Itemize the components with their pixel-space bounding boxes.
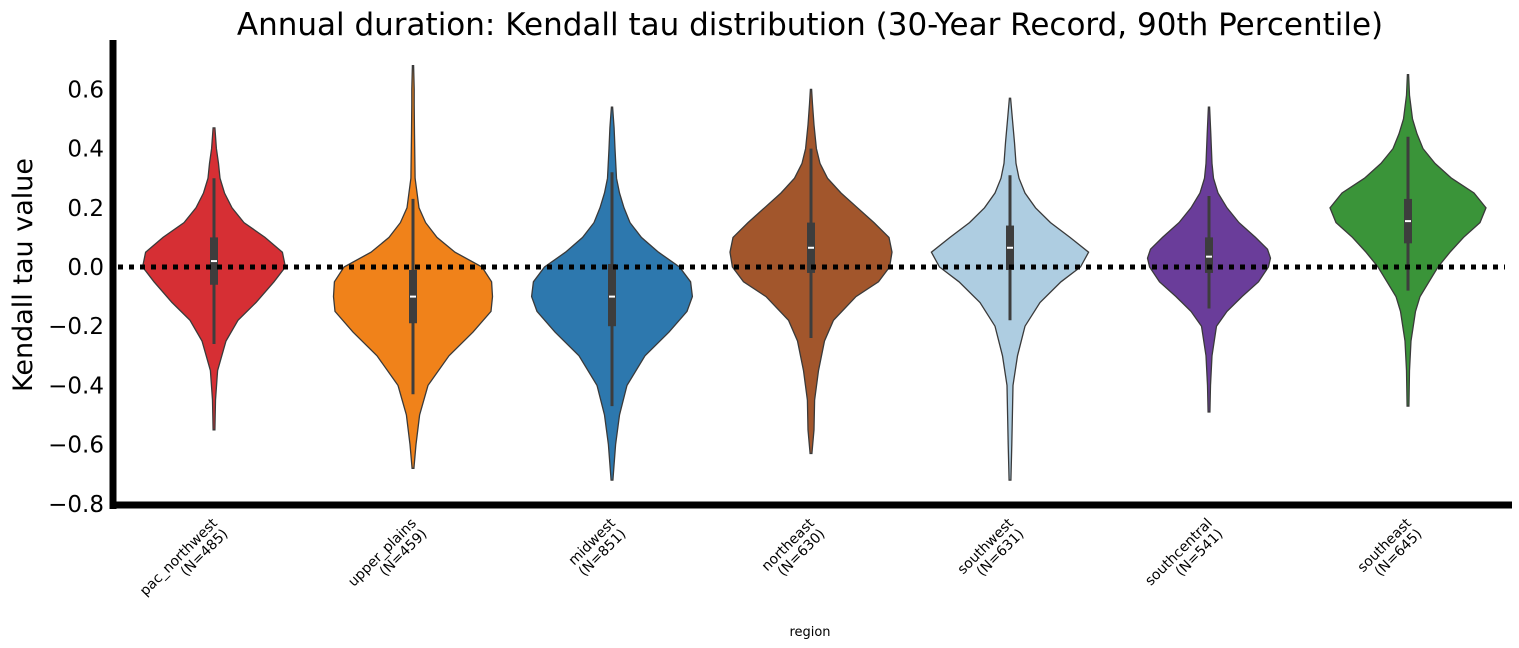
x-axis-label: region: [789, 625, 830, 640]
x-tick-label-pac_northwest: pac_northwest(N=485): [137, 515, 231, 599]
y-tick-label: −0.4: [48, 373, 104, 399]
x-tick-label-midwest: midwest(N=851): [566, 515, 630, 580]
y-tick-label: 0.0: [67, 255, 104, 281]
iqr-box-midwest: [608, 264, 616, 327]
y-tick-label: 0.4: [67, 137, 104, 163]
y-axis-label: Kendall tau value: [8, 158, 39, 392]
x-tick-label-southeast: southeast(N=645): [1355, 515, 1426, 580]
y-tick-label: −0.8: [48, 492, 104, 518]
y-tick-label: 0.6: [67, 77, 104, 103]
chart-title: Annual duration: Kendall tau distributio…: [237, 7, 1383, 43]
axes-group: [109, 40, 1512, 509]
x-tick-label-upper_plains: upper_plains(N=459): [345, 516, 430, 591]
y-tick-label: 0.2: [67, 196, 104, 222]
y-ticks-group: 0.6 0.4 0.2 0.0 −0.2 −0.4 −0.6 −0.8: [48, 77, 104, 517]
x-tick-label-southwest: southwest(N=631): [955, 515, 1028, 580]
x-ticks-group: pac_northwest(N=485) upper_plains(N=459) m…: [137, 515, 1426, 599]
x-tick-label-southcentral: southcentral(N=541): [1142, 516, 1226, 590]
y-tick-label: −0.6: [48, 433, 104, 459]
violins-group: [141, 65, 1487, 481]
iqr-box-southcentral: [1205, 237, 1213, 273]
y-tick-label: −0.2: [48, 314, 104, 340]
x-tick-label-northeast: northeast(N=630): [759, 515, 829, 580]
